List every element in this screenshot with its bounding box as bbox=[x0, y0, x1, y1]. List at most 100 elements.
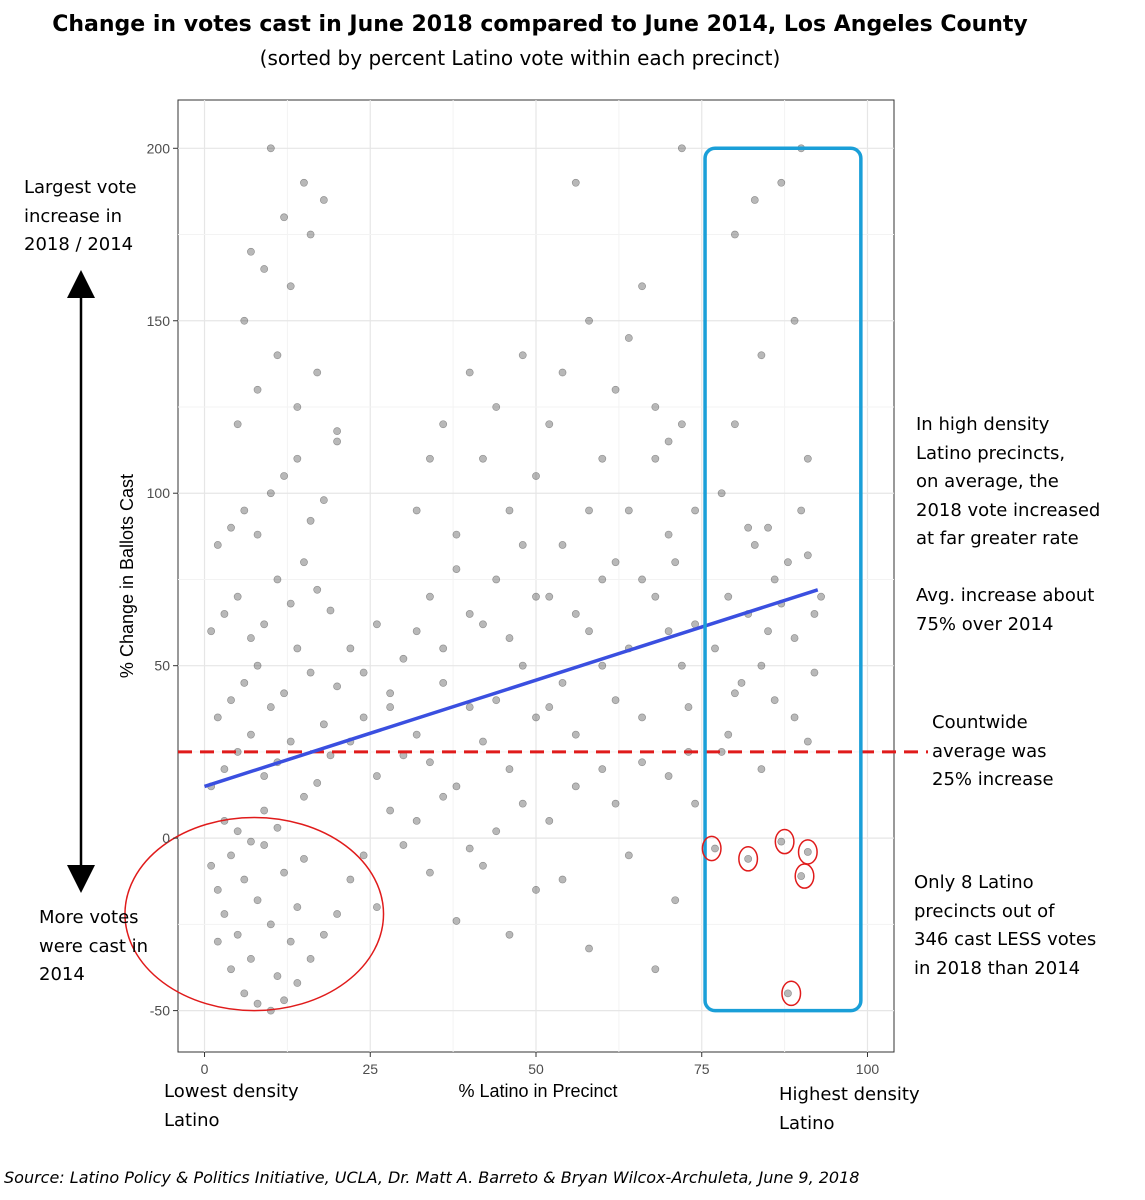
data-point bbox=[293, 979, 302, 987]
data-point bbox=[293, 454, 302, 463]
data-point bbox=[532, 885, 540, 894]
data-point bbox=[313, 779, 322, 787]
data-point bbox=[319, 930, 328, 939]
data-point bbox=[664, 530, 673, 539]
highlight-circle bbox=[124, 816, 385, 1012]
overlays bbox=[124, 146, 928, 1013]
data-point bbox=[777, 178, 786, 187]
data-point bbox=[611, 558, 620, 567]
data-point bbox=[545, 420, 554, 429]
data-point bbox=[492, 696, 501, 705]
data-point bbox=[273, 575, 282, 584]
data-point bbox=[253, 999, 262, 1008]
data-point bbox=[240, 316, 249, 325]
data-point bbox=[770, 696, 779, 705]
data-point bbox=[313, 368, 322, 377]
data-point bbox=[532, 472, 540, 480]
data-point bbox=[730, 689, 739, 698]
data-point bbox=[518, 661, 527, 670]
data-point bbox=[571, 610, 580, 618]
data-point bbox=[677, 661, 686, 670]
trend-line bbox=[203, 588, 819, 789]
y-tick-label: -50 bbox=[150, 1003, 170, 1019]
data-point bbox=[797, 872, 806, 880]
data-point bbox=[479, 737, 487, 746]
data-point bbox=[777, 837, 786, 846]
data-point bbox=[319, 496, 328, 505]
data-point bbox=[532, 713, 540, 722]
annotation-right-high: In high density Latino precincts, on ave… bbox=[916, 414, 1101, 549]
data-point bbox=[803, 454, 812, 463]
data-point bbox=[227, 965, 235, 974]
data-point bbox=[233, 930, 242, 939]
data-point bbox=[711, 644, 719, 653]
data-point bbox=[452, 565, 461, 574]
data-point bbox=[611, 385, 620, 394]
x-tick-label: 100 bbox=[856, 1061, 880, 1077]
data-point bbox=[280, 689, 288, 698]
data-point bbox=[293, 644, 302, 653]
data-point bbox=[426, 868, 434, 877]
data-point bbox=[220, 610, 229, 618]
highlight-circle bbox=[781, 980, 802, 1007]
data-point bbox=[306, 230, 315, 239]
high-density-box bbox=[703, 146, 863, 1013]
data-point bbox=[638, 713, 646, 722]
data-point bbox=[757, 661, 766, 670]
data-point bbox=[651, 965, 660, 974]
data-point bbox=[300, 854, 308, 863]
data-point bbox=[273, 972, 282, 981]
data-point bbox=[412, 816, 421, 825]
highlight-circle bbox=[701, 835, 722, 862]
data-point bbox=[439, 644, 448, 653]
data-point bbox=[227, 523, 235, 532]
data-point bbox=[545, 816, 554, 825]
data-point bbox=[452, 782, 461, 791]
y-tick-label: 0 bbox=[162, 830, 170, 846]
data-point bbox=[293, 903, 302, 912]
data-point bbox=[213, 937, 222, 946]
data-point bbox=[784, 558, 792, 567]
data-point bbox=[790, 316, 799, 325]
data-point bbox=[790, 634, 799, 642]
data-point bbox=[439, 792, 448, 801]
data-point bbox=[677, 420, 686, 429]
axis-ticks: 0 25 50 75 100 -50 0 50 100 150 200 bbox=[147, 140, 880, 1077]
data-point bbox=[439, 679, 448, 687]
data-point bbox=[306, 516, 315, 525]
data-point bbox=[724, 592, 733, 601]
data-point bbox=[266, 703, 275, 711]
data-point bbox=[717, 489, 726, 498]
data-point bbox=[412, 627, 421, 636]
annotation-x-right: Highest density Latino bbox=[779, 1084, 920, 1134]
data-point bbox=[233, 592, 242, 601]
data-point bbox=[518, 541, 527, 549]
data-point bbox=[319, 720, 328, 729]
annotation-right-low: Only 8 Latino precincts out of 346 cast … bbox=[914, 872, 1097, 979]
data-point bbox=[638, 758, 646, 767]
data-point bbox=[372, 903, 381, 912]
data-point bbox=[313, 585, 322, 594]
data-point bbox=[346, 875, 355, 884]
data-point bbox=[744, 854, 753, 863]
data-point bbox=[280, 472, 288, 480]
data-point bbox=[711, 844, 719, 853]
annotation-right-avg: Avg. increase about 75% over 2014 bbox=[916, 585, 1095, 635]
data-point bbox=[266, 920, 275, 929]
y-tick-label: 150 bbox=[147, 313, 171, 329]
data-point bbox=[505, 765, 514, 774]
data-point bbox=[505, 930, 514, 939]
data-point bbox=[492, 403, 501, 411]
data-point bbox=[518, 799, 527, 808]
data-point bbox=[247, 634, 255, 642]
data-point bbox=[233, 420, 242, 429]
data-point bbox=[240, 506, 249, 515]
data-point bbox=[306, 668, 315, 677]
data-point bbox=[585, 316, 593, 325]
data-point bbox=[359, 713, 368, 722]
data-point bbox=[412, 506, 421, 515]
data-point bbox=[598, 661, 607, 670]
data-point bbox=[624, 851, 633, 860]
annotation-x-left: Lowest density Latino bbox=[164, 1081, 299, 1131]
